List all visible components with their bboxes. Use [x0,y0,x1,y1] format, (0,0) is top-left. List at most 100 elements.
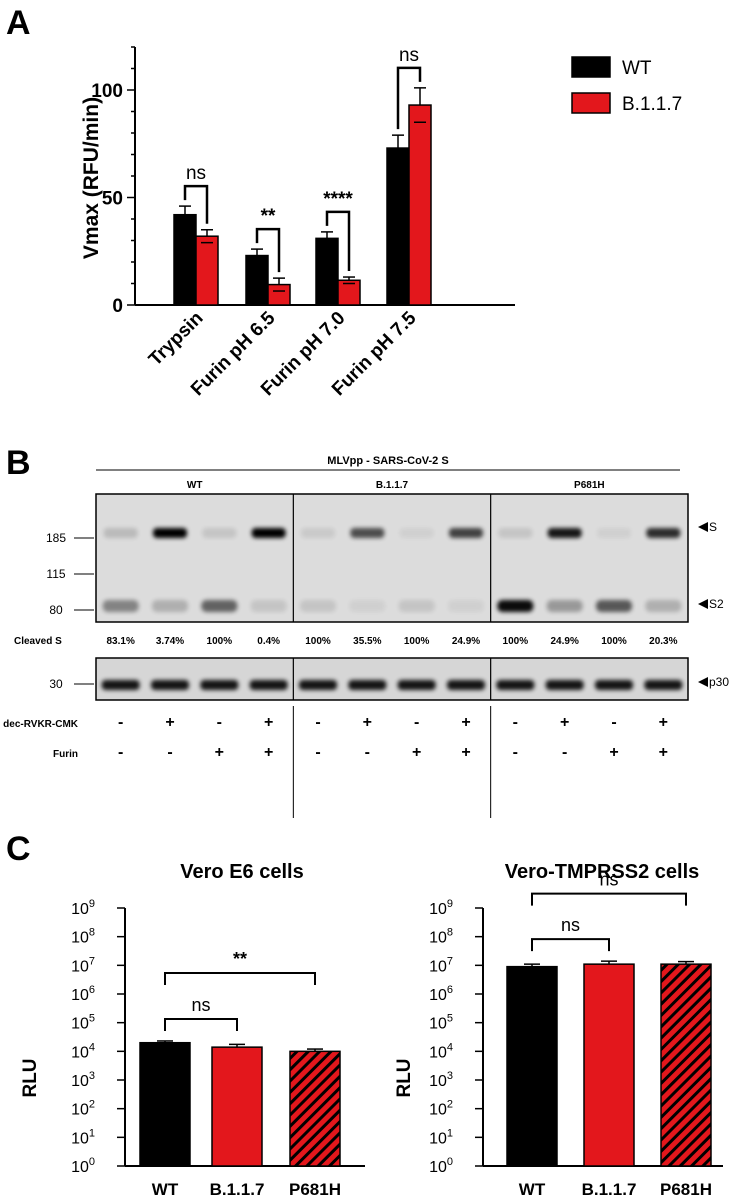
blot-cleaved-value: 100% [207,636,233,647]
blot-s-band [251,528,286,538]
blot-mw-marker: 115 [46,567,65,581]
log-chart-ytick-label: 103 [71,1070,95,1090]
panel-a-legend-label: WT [622,58,652,79]
blot-band-label: S [709,520,717,534]
log-chart-category-label: P681H [289,1180,341,1199]
blot-p30-band [496,680,535,690]
blot-treatment-sign: + [560,714,569,731]
blot-group-label: B.1.1.7 [376,480,409,491]
panel-a-significance-bracket [325,210,351,272]
blot-cleaved-value: 100% [305,636,331,647]
blot-p30-band [299,680,337,690]
blot-s2-band [448,600,484,612]
blot-p30-band [249,680,288,690]
blot-treatment-sign: - [414,714,419,731]
blot-treatment-sign: - [118,714,123,731]
blot-cleaved-value: 100% [404,636,430,647]
panel-c-right-ylabel: RLU [394,1058,415,1097]
blot-treatment-sign: + [659,714,668,731]
log-chart-category-label: B.1.1.7 [582,1180,637,1199]
panel-a-bar [173,213,197,306]
blot-arrow-icon [698,522,708,532]
blot-band-label: S2 [709,597,724,611]
log-chart-ytick-label: 105 [71,1013,95,1033]
blot-s-band [547,528,582,538]
blot-mw-marker: 185 [46,531,66,545]
blot-s-band [350,528,385,538]
panel-a-bar [195,235,219,306]
log-chart-significance-bracket [164,971,316,985]
blot-s2-band [596,600,632,612]
log-chart-bar [211,1046,263,1167]
log-chart-ytick-label: 106 [71,984,95,1004]
blot-p30-band [545,680,584,690]
blot-s-band [202,528,237,538]
panel-label-a: A [6,4,31,42]
blot-treatment-sign: - [315,744,320,761]
blot-treatment-sign: - [611,714,616,731]
blot-treatment-sign: - [365,744,370,761]
log-chart-significance-bracket [531,892,687,906]
log-chart-ytick-label: 104 [429,1041,453,1061]
panel-label-c: C [6,830,31,868]
log-chart-ytick-label: 103 [429,1070,453,1090]
blot-treatment-sign: - [513,744,518,761]
log-chart-significance-bracket [164,1017,238,1031]
panel-a-significance-label: ns [399,45,419,66]
blot-treatment-sign: - [118,744,123,761]
blot-treatment-sign: - [315,714,320,731]
log-chart-ytick-label: 101 [71,1127,95,1147]
blot-p30-band [447,680,485,690]
log-chart-ytick-label: 109 [429,898,453,918]
log-chart-bar [660,963,712,1167]
blot-band-label: p30 [709,675,729,689]
log-chart-ytick-label: 100 [429,1156,453,1176]
blot-s2-band [102,600,139,612]
blot-s-band [498,528,533,538]
blot-p30-band [101,680,140,690]
log-chart-category-label: WT [152,1180,179,1199]
blot-s2-band [349,600,386,612]
panel-c-vero-tmprss2-chart: Vero-TMPRSS2 cells RLU 100 101 102 103 104 10… [394,861,723,1199]
blot-s2-band [645,600,682,612]
blot-p30-band [595,680,633,690]
panel-c-left-ylabel: RLU [20,1058,41,1097]
log-chart-significance-bracket [531,938,610,952]
blot-mw-marker: 30 [49,677,63,691]
panel-a-ytick-label: 100 [91,81,123,102]
blot-s-band [646,528,681,538]
log-chart-ytick-label: 102 [429,1099,453,1119]
log-chart-significance-label: ns [191,995,210,1015]
panel-a-bar [267,283,291,306]
panel-a-bar [315,237,339,306]
blot-upper-membrane [95,493,689,623]
blot-treatment-sign: + [461,744,470,761]
panel-a-bar [245,254,269,306]
blot-p30-band [348,680,387,690]
blot-treatment-sign: + [264,744,273,761]
panel-b-western-blot: MLVpp - SARS-CoV-2 S WT B.1.1.7 P681H 83.1%… [3,455,729,818]
blot-s2-band [250,600,287,612]
log-chart-bar [289,1050,341,1167]
blot-treatment-sign: + [165,714,174,731]
blot-s-band [597,528,631,538]
log-chart-significance-label: ns [561,915,580,935]
log-chart-category-label: WT [519,1180,546,1199]
blot-s-band [399,528,434,538]
log-chart-ytick-label: 109 [71,898,95,918]
blot-arrow-icon [698,599,708,609]
blot-treatment-sign: + [609,744,618,761]
blot-s2-band [300,600,336,612]
blot-treatment-sign: - [513,714,518,731]
blot-s2-band [546,600,583,612]
blot-cleaved-value: 100% [601,636,627,647]
blot-cleaved-value: 83.1% [106,636,134,647]
log-chart-ytick-label: 104 [71,1041,95,1061]
blot-treatment-sign: + [215,744,224,761]
blot-treatment-sign: + [412,744,421,761]
log-chart-significance-label: ns [599,870,618,890]
blot-arrow-icon [698,677,708,687]
blot-s-band [103,528,138,538]
blot-treatment-sign: - [167,744,172,761]
